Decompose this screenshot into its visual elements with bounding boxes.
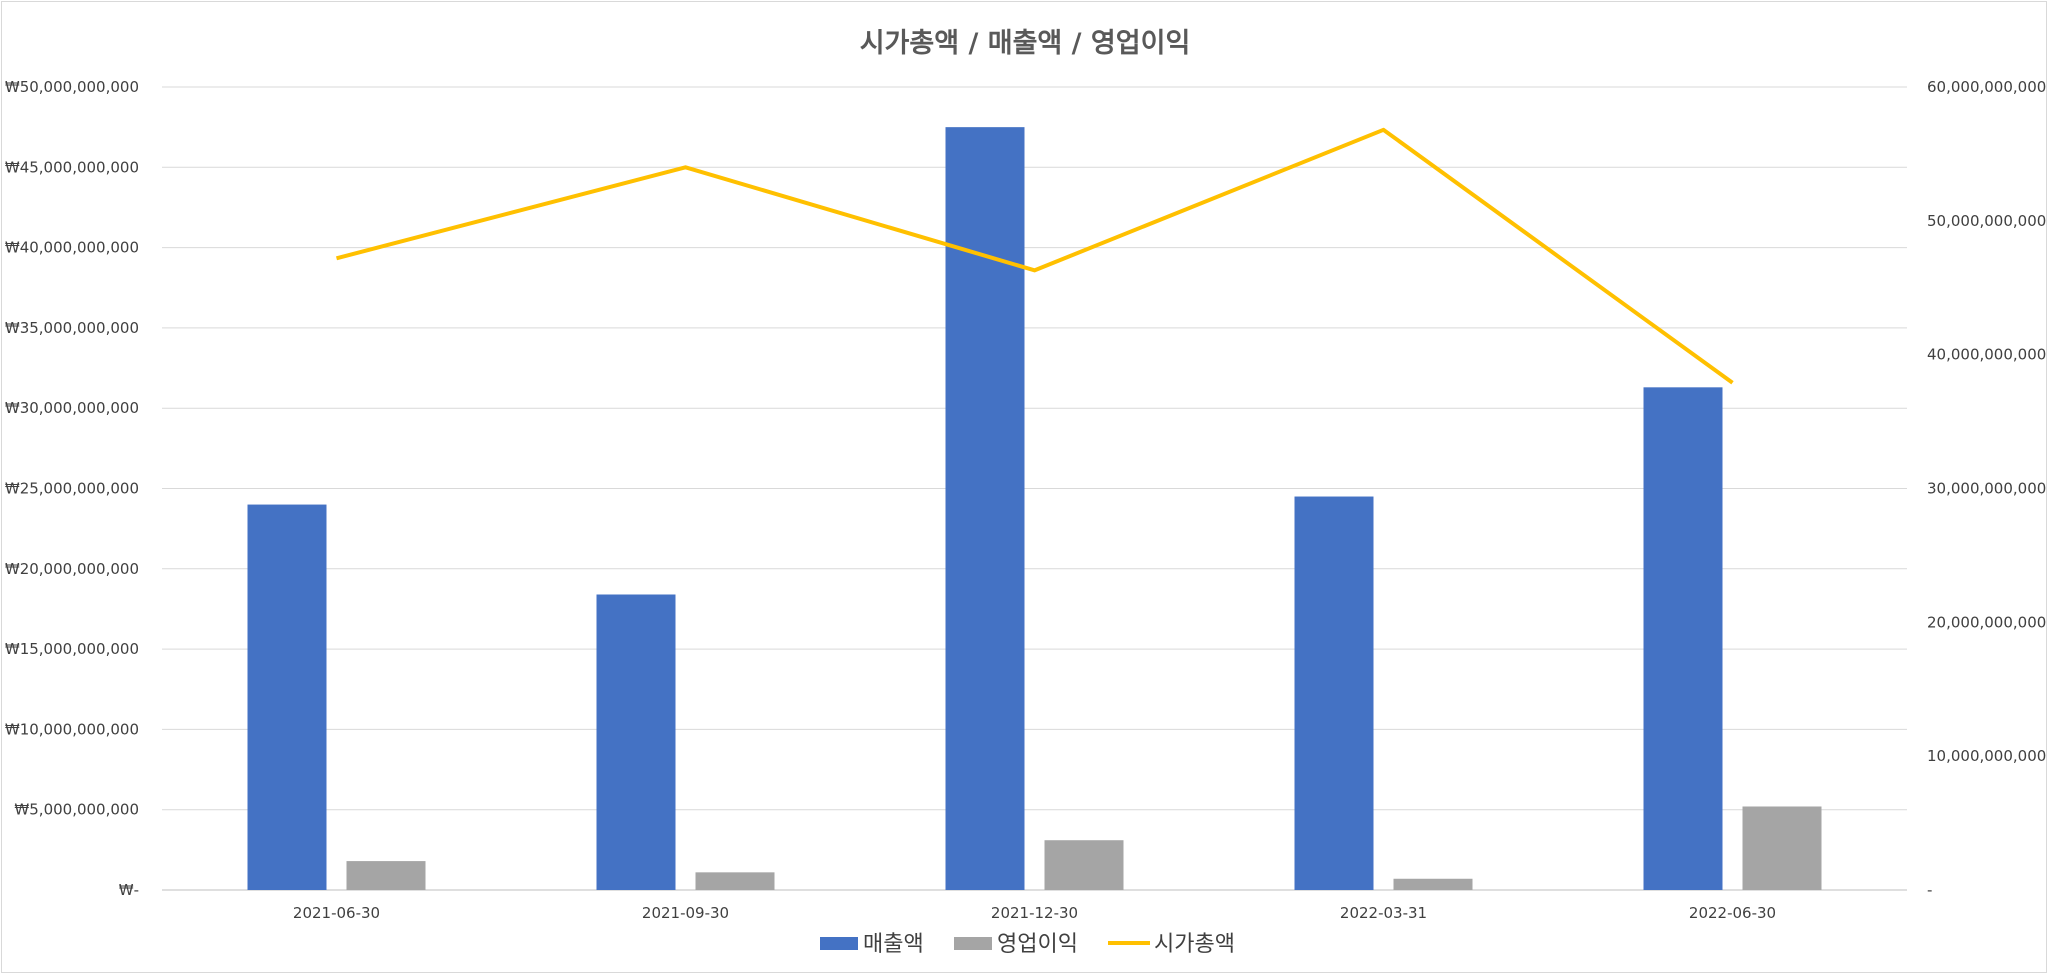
bar-revenue (1643, 387, 1723, 890)
y-left-tick-label: ₩20,000,000,000 (5, 560, 139, 578)
legend-label: 영업이익 (997, 932, 1078, 957)
y-left-tick-label: ₩40,000,000,000 (5, 239, 139, 257)
legend-label: 시가총액 (1154, 932, 1235, 957)
bar-operating-profit (346, 861, 426, 890)
y-right-tick-label: - (1927, 881, 1932, 899)
y-left-tick-label: ₩50,000,000,000 (5, 78, 139, 96)
x-tick-label: 2021-06-30 (293, 904, 380, 922)
y-right-tick-label: 10,000,000,000 (1927, 747, 2046, 765)
legend-swatch (954, 937, 992, 950)
legend-label: 매출액 (863, 932, 924, 957)
bar-revenue (596, 594, 676, 890)
legend: 매출액 영업이익 시가총액 (820, 932, 1235, 957)
y-left-tick-label: ₩5,000,000,000 (14, 801, 139, 819)
x-tick-label: 2022-06-30 (1689, 904, 1776, 922)
y-left-tick-label: ₩25,000,000,000 (5, 480, 139, 498)
bar-revenue (945, 127, 1025, 890)
bar-revenue (1294, 496, 1374, 890)
bar-operating-profit (695, 872, 775, 890)
bar-operating-profit (1044, 840, 1124, 890)
y-right-tick-label: 30,000,000,000 (1927, 480, 2046, 498)
gridlines (162, 86, 1907, 891)
bar-operating-profit (1742, 806, 1822, 890)
x-tick-label: 2022-03-31 (1340, 904, 1427, 922)
y-right-tick-label: 40,000,000,000 (1927, 346, 2046, 364)
y-left-tick-label: ₩35,000,000,000 (5, 319, 139, 337)
line-series (335, 127, 1734, 385)
y-right-tick-label: 20,000,000,000 (1927, 613, 2046, 631)
y-right-tick-label: 50,000,000,000 (1927, 212, 2046, 230)
y-left-tick-label: ₩10,000,000,000 (5, 720, 139, 738)
legend-swatch (820, 937, 858, 950)
y-left-tick-label: ₩30,000,000,000 (5, 399, 139, 417)
y-left-tick-label: ₩- (119, 881, 139, 899)
y-left-tick-label: ₩15,000,000,000 (5, 640, 139, 658)
axes: ₩- ₩5,000,000,000 ₩10,000,000,000 ₩15,000,0… (5, 78, 2046, 922)
bar-revenue (247, 504, 327, 890)
bar-operating-profit (1393, 878, 1473, 890)
x-tick-label: 2021-09-30 (642, 904, 729, 922)
chart-title: 시가총액 / 매출액 / 영업이익 (860, 28, 1191, 59)
bars (247, 127, 1822, 890)
y-left-tick-label: ₩45,000,000,000 (5, 158, 139, 176)
y-right-tick-label: 60,000,000,000 (1927, 78, 2046, 96)
x-tick-label: 2021-12-30 (991, 904, 1078, 922)
